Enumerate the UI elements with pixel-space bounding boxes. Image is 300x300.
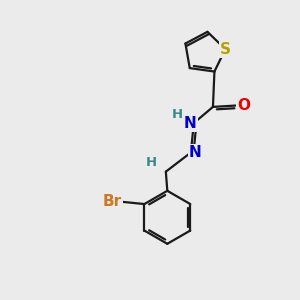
Text: H: H bbox=[172, 108, 183, 121]
Text: O: O bbox=[237, 98, 250, 113]
Text: N: N bbox=[189, 145, 202, 160]
Text: S: S bbox=[220, 42, 231, 57]
Text: H: H bbox=[146, 156, 157, 169]
Text: Br: Br bbox=[102, 194, 122, 208]
Text: N: N bbox=[184, 116, 197, 130]
